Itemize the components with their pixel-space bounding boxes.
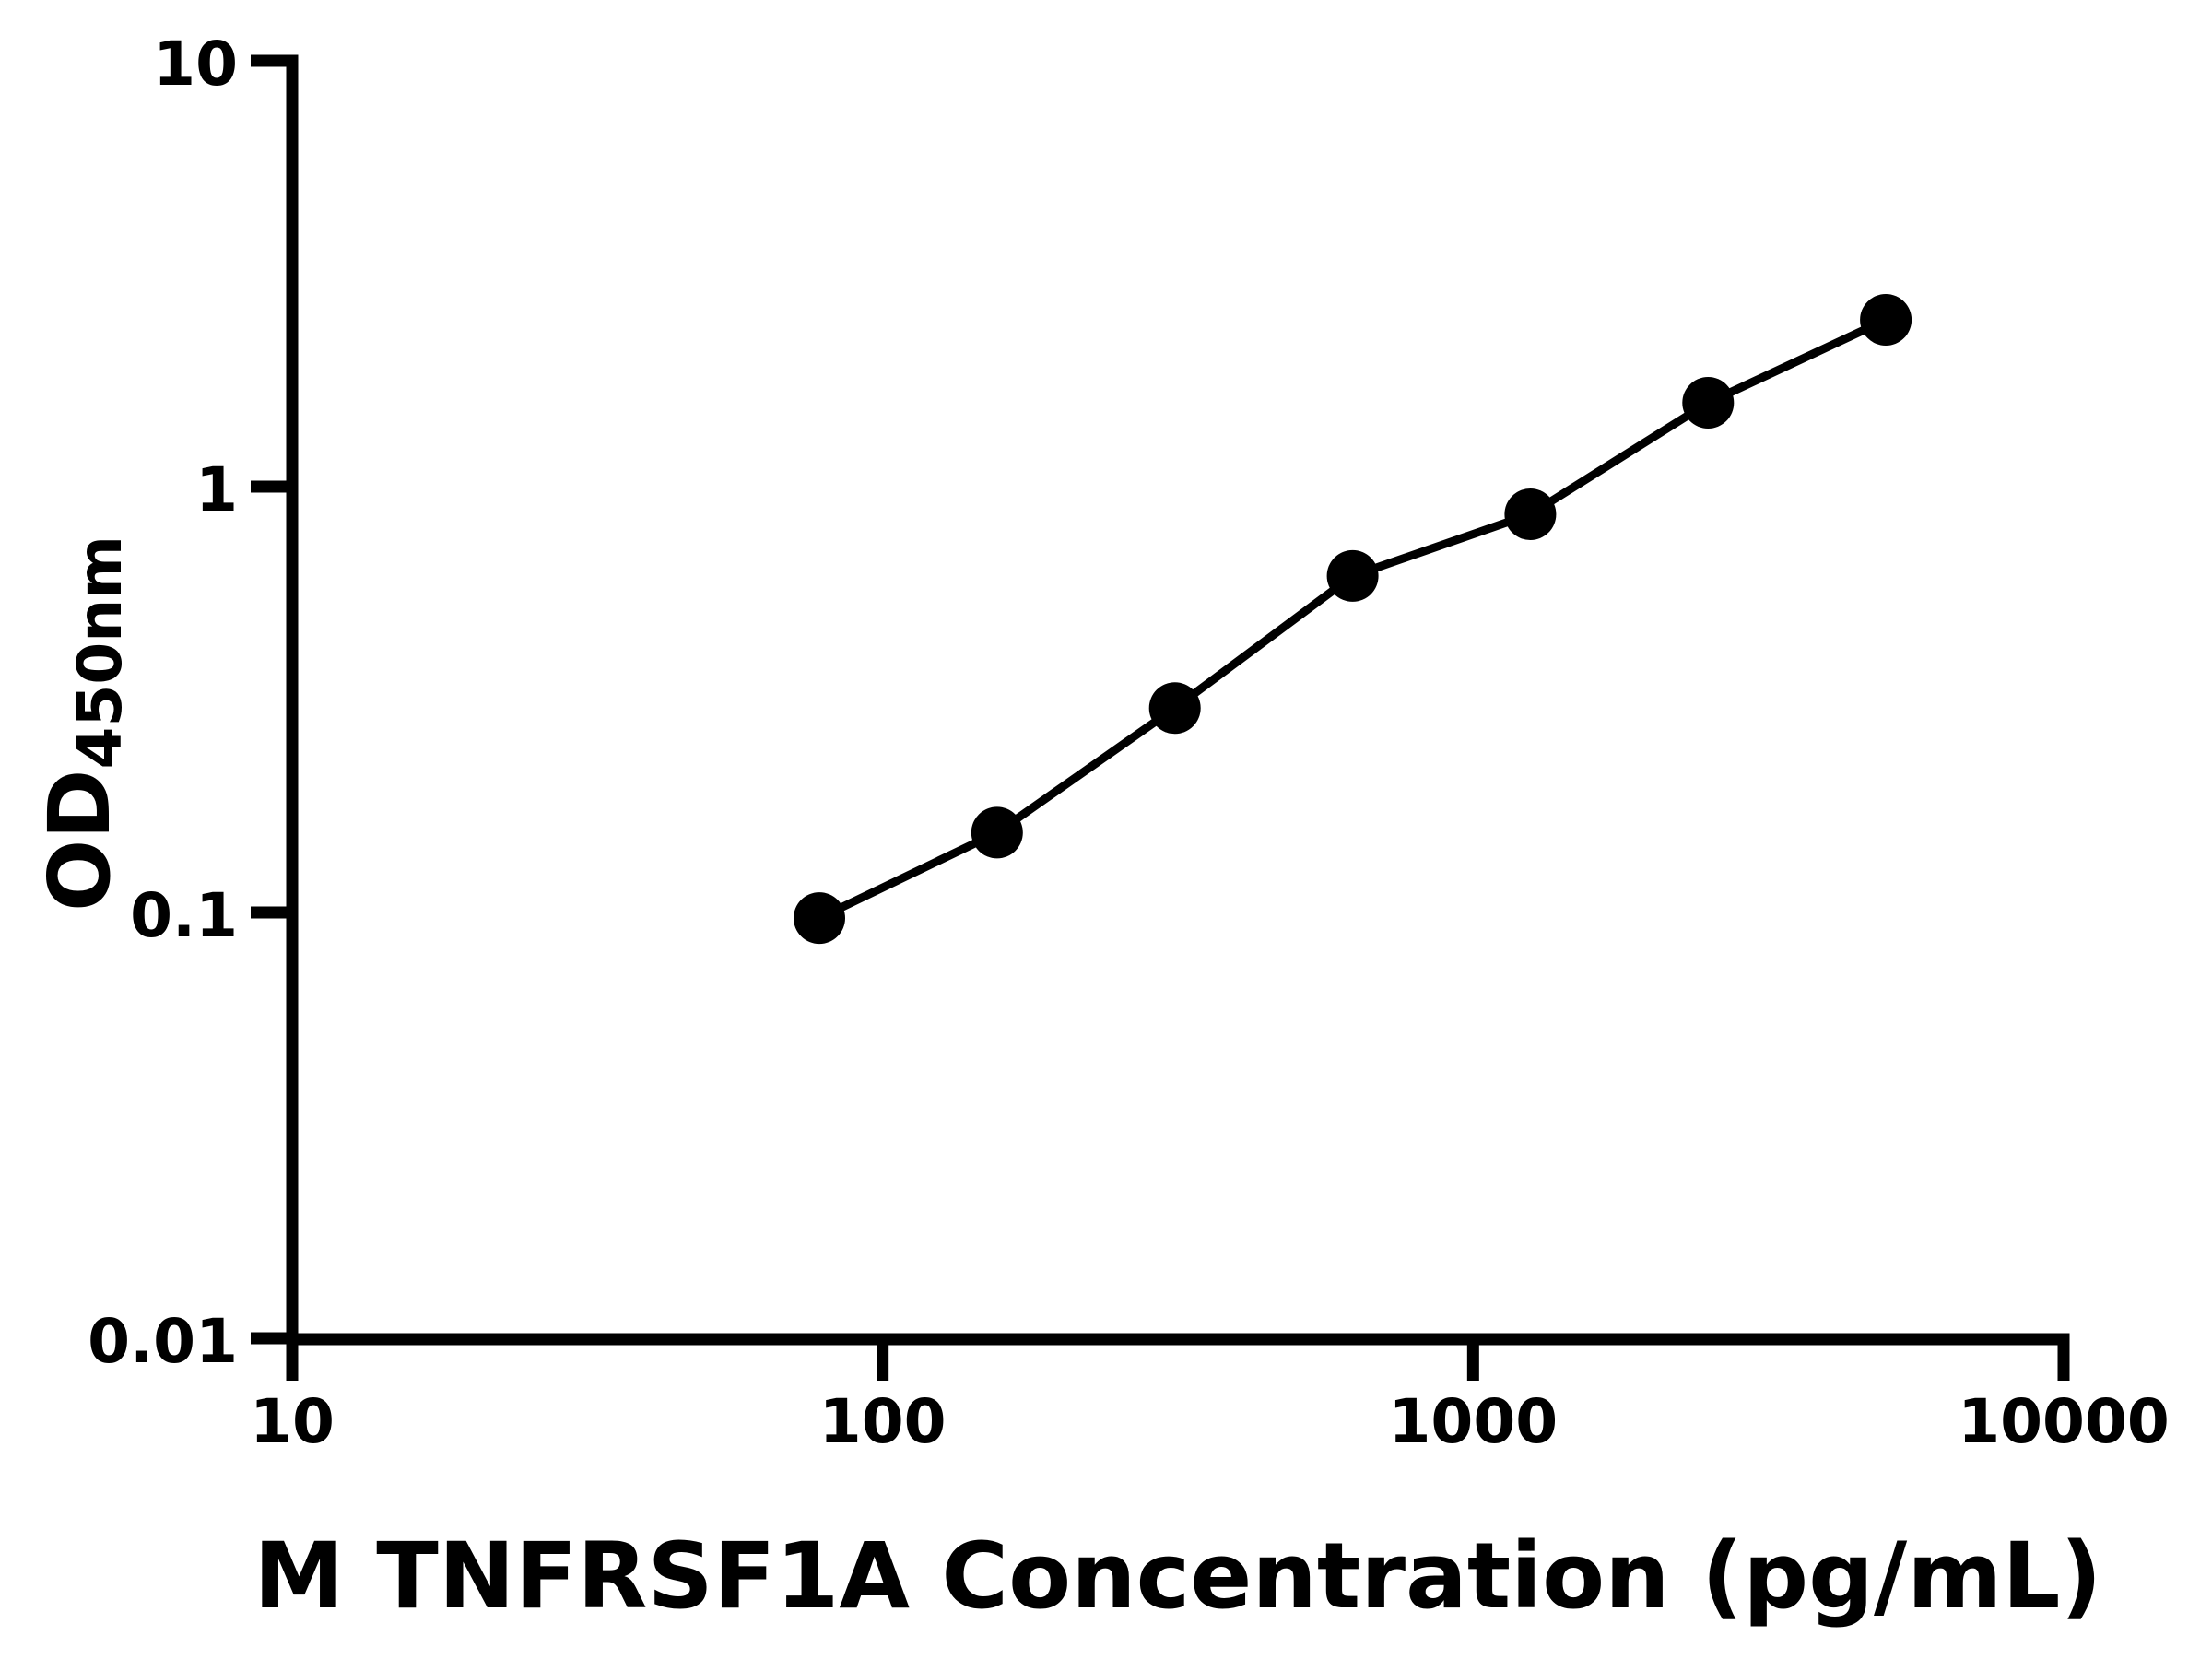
data-point	[1326, 549, 1379, 602]
x-tick-label-10000: 10000	[1958, 1386, 2170, 1457]
y-tick-label-0.01: 0.01	[88, 1306, 238, 1377]
data-point	[1682, 377, 1735, 429]
y-tick-label-10: 10	[153, 29, 238, 100]
x-tick-label-10: 10	[250, 1386, 335, 1457]
data-point	[794, 892, 845, 945]
x-tick-label-1000: 1000	[1388, 1386, 1558, 1457]
x-tick-label-100: 100	[819, 1386, 947, 1457]
y-axis-title-main: OD	[30, 769, 129, 912]
data-point	[971, 806, 1023, 859]
data-point	[1504, 488, 1557, 540]
y-tick-label-0.1: 0.1	[130, 880, 238, 951]
data-point	[1148, 682, 1201, 735]
data-point	[1860, 294, 1912, 346]
y-tick-label-1: 1	[195, 454, 238, 525]
y-axis-title-subscript: 450nm	[65, 535, 135, 770]
x-axis-title: M TNFRSF1A Concentration (pg/mL)	[253, 1524, 2101, 1630]
y-axis-title: OD450nm	[30, 535, 135, 912]
